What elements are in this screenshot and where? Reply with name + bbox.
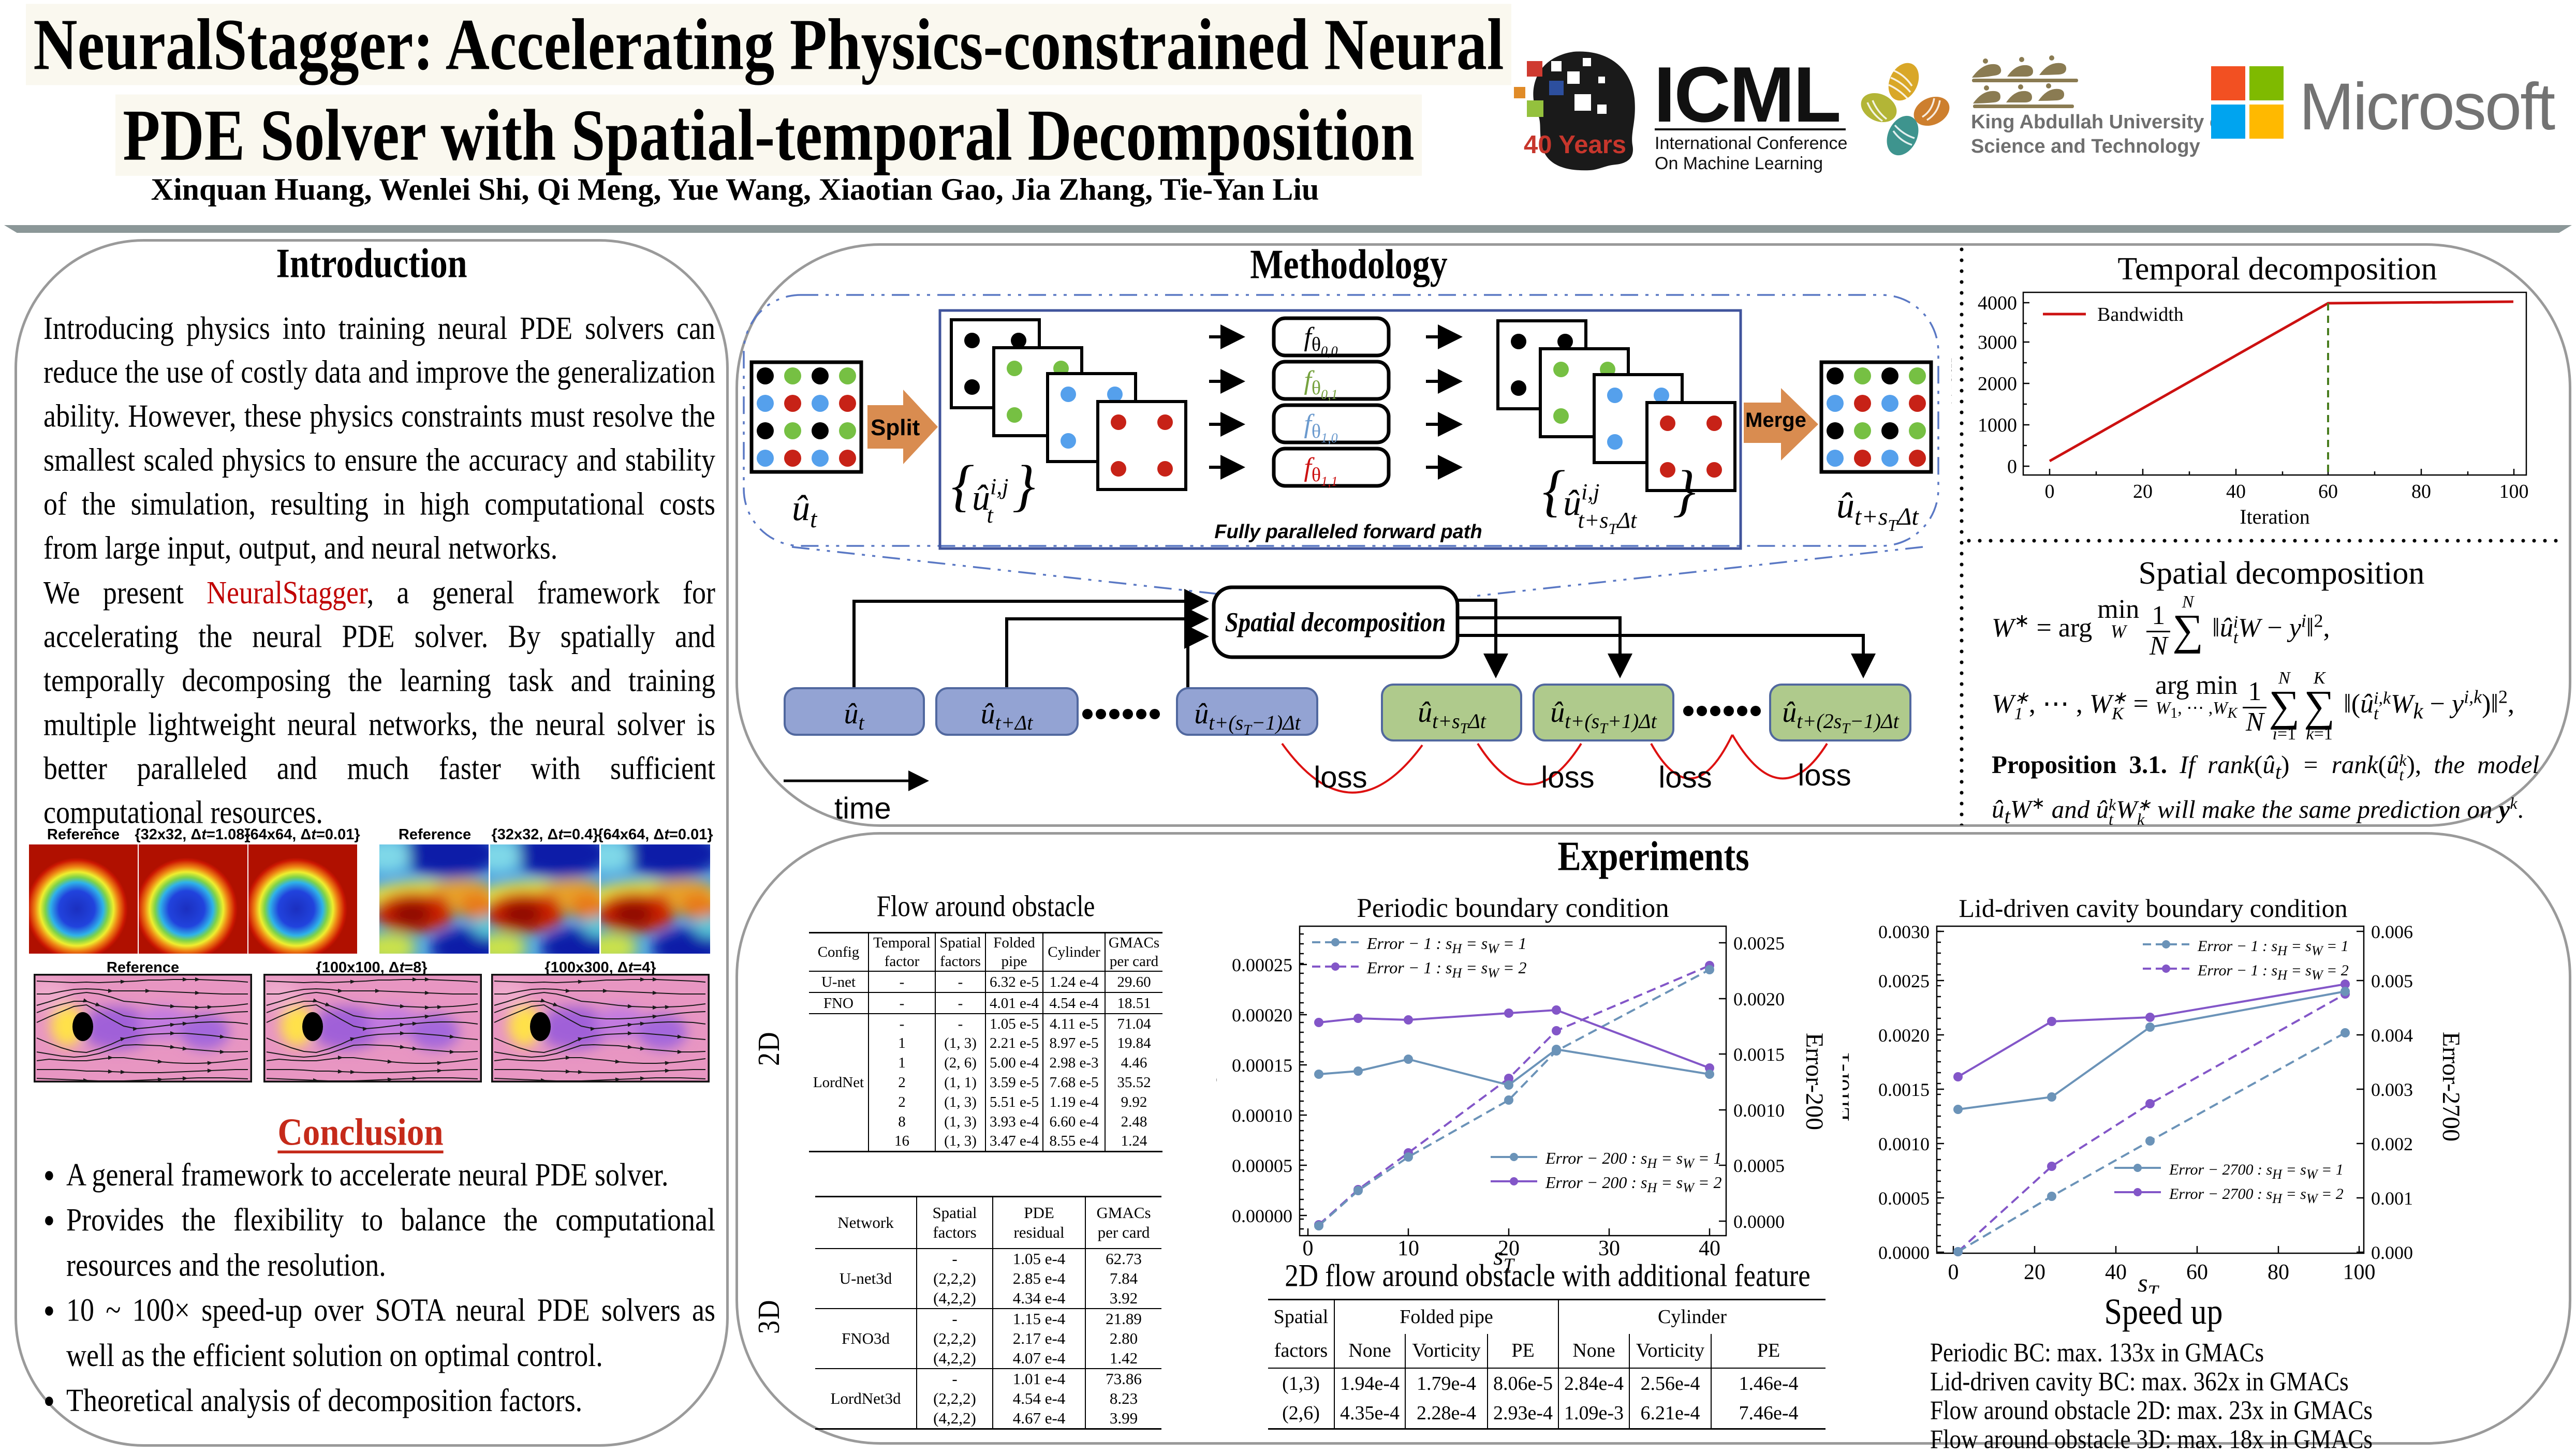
svg-text:0.0025: 0.0025 — [1878, 971, 1930, 991]
svg-text:ICML: ICML — [1654, 51, 1839, 139]
svg-text:}: } — [1012, 454, 1035, 517]
svg-text:On Machine Learning: On Machine Learning — [1655, 154, 1823, 173]
svg-text:Error − 1 : sH = sW = 1: Error − 1 : sH = sW = 1 — [2197, 938, 2349, 958]
svg-text:Width: Width — [1951, 358, 1956, 409]
svg-text:Error − 1 : sH = sW = 2: Error − 1 : sH = sW = 2 — [2197, 962, 2349, 983]
svg-text:Lid-driven cavity boundary con: Lid-driven cavity boundary condition — [1959, 894, 2347, 923]
svg-text:King Abdullah University of: King Abdullah University of — [1971, 111, 2228, 133]
svg-text:100: 100 — [2499, 481, 2529, 502]
svg-text:0.0015: 0.0015 — [1878, 1079, 1930, 1100]
svg-text:40 Years: 40 Years — [1524, 131, 1626, 159]
svg-text:0: 0 — [1948, 1260, 1959, 1284]
svg-text:0.00010: 0.00010 — [1232, 1105, 1292, 1126]
svg-text:Periodic boundary condition: Periodic boundary condition — [1357, 893, 1669, 923]
svg-text:0.0010: 0.0010 — [1878, 1134, 1930, 1154]
svg-text:Bandwidth: Bandwidth — [2097, 304, 2184, 325]
svg-text:sT: sT — [2138, 1268, 2159, 1294]
svg-text:Error-2700: Error-2700 — [2437, 1032, 2465, 1141]
svg-text:80: 80 — [2268, 1260, 2289, 1284]
svg-text:Error − 2700 : sH = sW = 1: Error − 2700 : sH = sW = 1 — [2169, 1161, 2344, 1182]
svg-text:{: { — [951, 454, 974, 517]
svg-text:Spatial decomposition: Spatial decomposition — [2139, 556, 2425, 591]
svg-text:Error − 200 : sH = sW = 1: Error − 200 : sH = sW = 1 — [1545, 1149, 1722, 1171]
svg-text:0: 0 — [2007, 456, 2017, 478]
svg-text:10: 10 — [1397, 1237, 1419, 1260]
svg-text:Microsoft: Microsoft — [2299, 70, 2555, 144]
svg-text:ûi,jt: ûi,j t — [972, 474, 1008, 528]
svg-text:0.0025: 0.0025 — [1733, 933, 1785, 954]
svg-text:60: 60 — [2186, 1260, 2208, 1284]
svg-text:40: 40 — [1699, 1237, 1720, 1260]
svg-text:Error − 1 : sH = sW = 1: Error − 1 : sH = sW = 1 — [1366, 934, 1527, 956]
svg-text:3000: 3000 — [1978, 332, 2017, 353]
svg-text:20: 20 — [1498, 1237, 1520, 1260]
svg-text:Fully paralleled forward path: Fully paralleled forward path — [1214, 521, 1482, 543]
svg-text:Error − 2700 : sH = sW = 2: Error − 2700 : sH = sW = 2 — [2169, 1185, 2344, 1206]
svg-text:0.0015: 0.0015 — [1733, 1044, 1785, 1065]
svg-text:Spatial decomposition: Spatial decomposition — [1225, 607, 1446, 637]
svg-text:60: 60 — [2318, 481, 2338, 502]
svg-text:40: 40 — [2105, 1260, 2127, 1284]
svg-text:Error-1: Error-1 — [1216, 1047, 1221, 1116]
svg-text:0.00025: 0.00025 — [1232, 955, 1292, 975]
svg-text:0.0030: 0.0030 — [1878, 922, 1930, 942]
svg-text:40: 40 — [2226, 481, 2246, 502]
svg-text:0.001: 0.001 — [2371, 1188, 2413, 1209]
svg-text:0.004: 0.004 — [2371, 1025, 2413, 1046]
svg-text:0.0000: 0.0000 — [1878, 1242, 1930, 1263]
svg-text:}: } — [1673, 459, 1696, 522]
svg-text:0: 0 — [2045, 481, 2055, 502]
svg-text:0.005: 0.005 — [2371, 971, 2413, 991]
svg-text:ûi,jt+sTΔt: ûi,j t+sTΔt — [1563, 479, 1638, 538]
svg-text:0.00020: 0.00020 — [1232, 1005, 1292, 1026]
svg-text:{: { — [1542, 459, 1565, 522]
svg-text:loss: loss — [1541, 761, 1594, 794]
svg-text:ût: ût — [792, 488, 818, 533]
svg-text:0.0000: 0.0000 — [1733, 1211, 1785, 1232]
svg-text:Error-1: Error-1 — [1843, 1052, 1854, 1121]
svg-text:1000: 1000 — [1978, 414, 2017, 436]
svg-text:4000: 4000 — [1978, 292, 2017, 314]
svg-text:0.00005: 0.00005 — [1232, 1155, 1292, 1176]
svg-text:ût+sTΔt: ût+sTΔt — [1836, 486, 1919, 535]
svg-text:20: 20 — [2133, 481, 2153, 502]
svg-text:0.0020: 0.0020 — [1878, 1025, 1930, 1046]
svg-text:Iteration: Iteration — [2240, 505, 2310, 528]
svg-text:loss: loss — [1798, 759, 1851, 792]
svg-text:Merge: Merge — [1745, 409, 1806, 432]
svg-text:0.00015: 0.00015 — [1232, 1055, 1292, 1076]
svg-text:Temporal decomposition: Temporal decomposition — [2117, 251, 2437, 287]
svg-text:2000: 2000 — [1978, 373, 2017, 395]
svg-text:0.000: 0.000 — [2371, 1242, 2413, 1263]
svg-text:0.0020: 0.0020 — [1733, 989, 1785, 1010]
svg-text:0.00000: 0.00000 — [1232, 1206, 1292, 1226]
svg-text:0.003: 0.003 — [2371, 1079, 2413, 1100]
svg-text:time: time — [834, 792, 891, 825]
svg-text:loss: loss — [1658, 761, 1712, 794]
svg-text:0.0010: 0.0010 — [1733, 1100, 1785, 1121]
svg-text:30: 30 — [1598, 1237, 1620, 1260]
svg-text:Error-200: Error-200 — [1801, 1033, 1828, 1130]
svg-text:Split: Split — [871, 415, 920, 440]
svg-text:0.0005: 0.0005 — [1733, 1155, 1785, 1176]
svg-text:Error − 1 : sH = sW = 2: Error − 1 : sH = sW = 2 — [1366, 958, 1527, 981]
svg-text:0: 0 — [1303, 1237, 1314, 1260]
svg-text:Error − 200 : sH = sW = 2: Error − 200 : sH = sW = 2 — [1545, 1173, 1722, 1195]
svg-text:0.002: 0.002 — [2371, 1134, 2413, 1154]
svg-text:Science and Technology: Science and Technology — [1971, 136, 2200, 157]
svg-text:loss: loss — [1314, 761, 1367, 794]
svg-text:0.0005: 0.0005 — [1878, 1188, 1930, 1209]
svg-text:80: 80 — [2411, 481, 2431, 502]
svg-text:0.006: 0.006 — [2371, 922, 2413, 942]
svg-text:100: 100 — [2343, 1260, 2376, 1284]
svg-text:20: 20 — [2024, 1260, 2045, 1284]
svg-text:International Conference: International Conference — [1655, 133, 1847, 153]
